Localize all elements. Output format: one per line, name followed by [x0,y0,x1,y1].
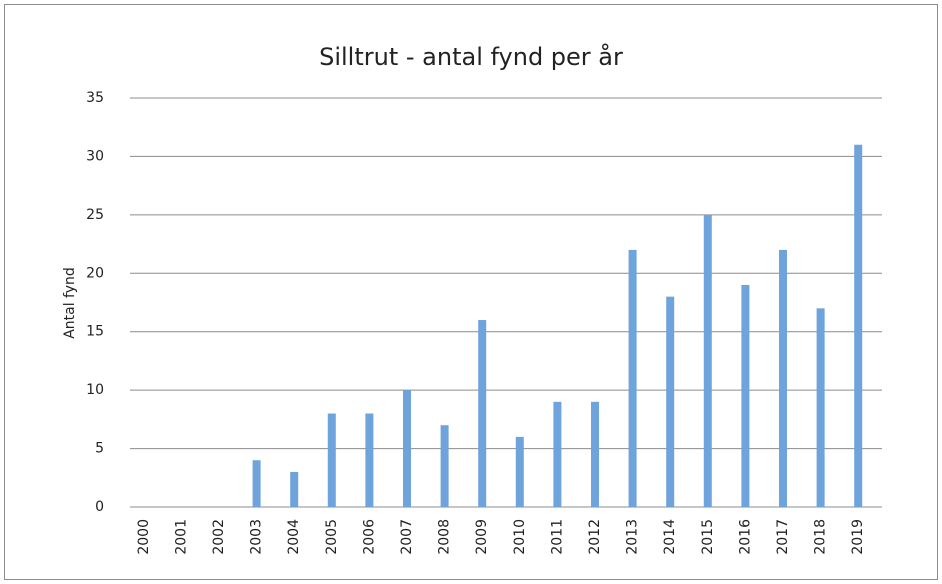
chart-border [4,4,938,580]
y-tick-label: 15 [86,324,104,340]
x-tick-label: 2018 [813,519,829,555]
x-tick-label: 2004 [286,519,302,555]
bar [403,390,411,507]
x-tick-label: 2006 [361,519,377,555]
y-tick-label: 5 [95,441,104,457]
x-tick-label: 2007 [399,519,415,555]
y-tick-label: 0 [95,499,104,515]
bar [365,413,374,507]
bar [553,401,562,507]
y-tick-label: 30 [86,148,104,164]
y-tick-label: 35 [86,90,104,106]
bar [591,401,599,507]
bar [854,144,863,507]
chart-title: Silltrut - antal fynd per år [319,42,623,71]
bar [779,249,787,507]
y-tick-label: 10 [86,382,104,398]
bar [741,284,750,507]
x-tick-label: 2002 [211,519,227,555]
x-tick-label: 2019 [850,519,866,555]
x-tick-label: 2008 [437,519,453,555]
x-tick-label: 2016 [737,519,753,555]
x-tick-label: 2011 [549,519,565,555]
bar [290,471,299,507]
bar [628,249,637,507]
bar [327,413,336,507]
x-tick-label: 2001 [173,519,189,555]
x-tick-label: 2014 [662,519,678,555]
bar [440,425,449,507]
bar [816,308,825,507]
x-tick-label: 2000 [136,519,152,555]
bar [515,436,524,507]
bar [252,460,261,507]
x-tick-label: 2012 [587,519,603,555]
x-tick-label: 2017 [775,519,791,555]
y-tick-label: 25 [86,207,104,223]
bar [478,320,487,507]
x-tick-label: 2005 [324,519,340,555]
x-tick-label: 2009 [474,519,490,555]
x-tick-label: 2013 [625,519,641,555]
x-tick-label: 2003 [249,519,265,555]
x-tick-label: 2010 [512,519,528,555]
bar [703,214,712,507]
x-tick-label: 2015 [700,519,716,555]
y-axis-label: Antal fynd [62,267,78,339]
y-tick-label: 20 [86,265,104,281]
bar [666,296,675,507]
